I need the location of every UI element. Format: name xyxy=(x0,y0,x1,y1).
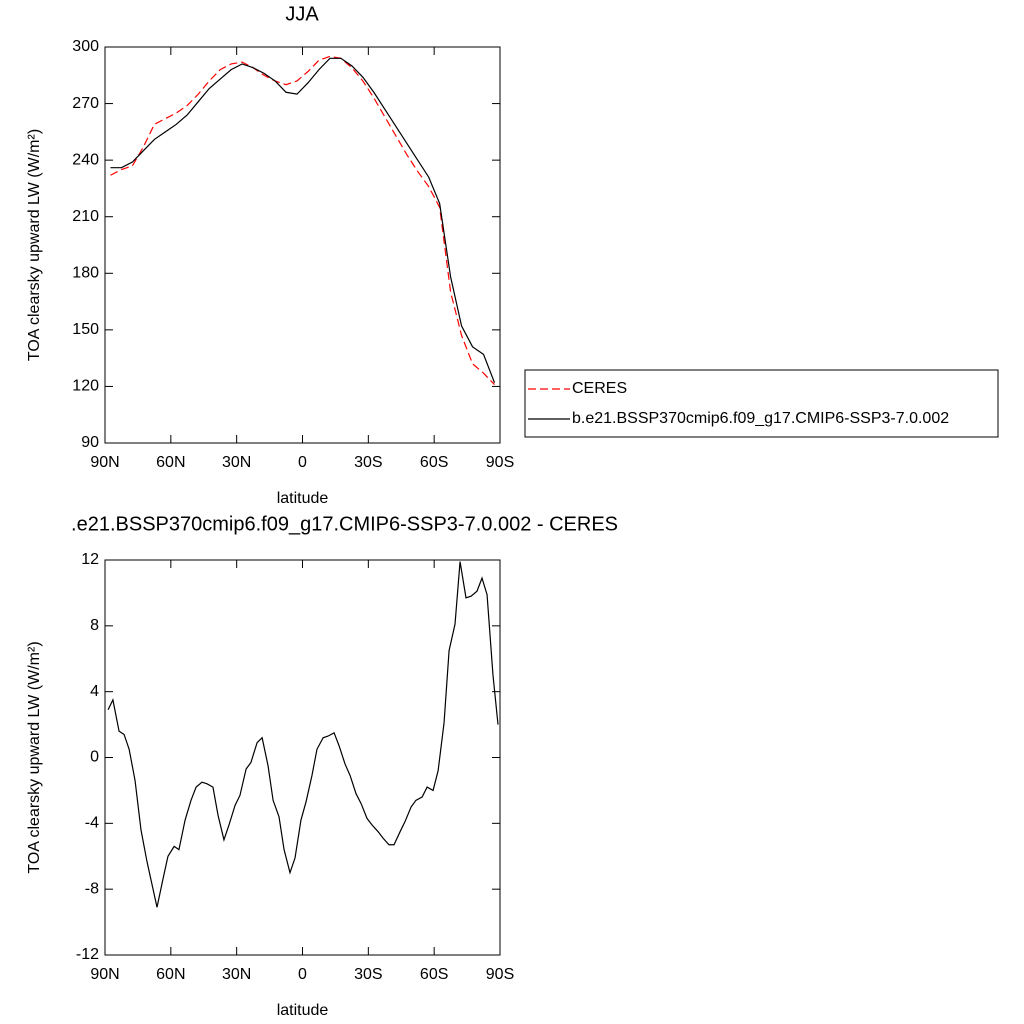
y-tick-label: -4 xyxy=(85,815,99,832)
x-tick-label: 30N xyxy=(222,454,251,471)
y-tick-label: 120 xyxy=(72,378,99,395)
x-tick-label: 90S xyxy=(486,966,514,983)
y-tick-label: -12 xyxy=(76,946,99,963)
y-tick-label: 270 xyxy=(72,95,99,112)
x-tick-label: 0 xyxy=(298,454,307,471)
data-line xyxy=(110,57,496,383)
y-tick-label: 240 xyxy=(72,151,99,168)
plot-frame xyxy=(104,559,501,956)
y-tick-label: 300 xyxy=(72,38,99,55)
data-line xyxy=(110,55,495,385)
plot-frame xyxy=(104,46,501,444)
x-tick-label: 90N xyxy=(90,966,119,983)
x-axis-label: latitude xyxy=(277,490,329,507)
x-tick-label: 90S xyxy=(486,454,514,471)
y-tick-label: -8 xyxy=(85,880,99,897)
x-axis-label: latitude xyxy=(277,1002,329,1019)
chart-title: .e21.BSSP370cmip6.f09_g17.CMIP6-SSP3-7.0… xyxy=(71,513,618,535)
y-tick-label: 12 xyxy=(81,551,99,568)
x-tick-label: 30S xyxy=(354,454,382,471)
legend-label: CERES xyxy=(572,380,627,397)
legend-label: b.e21.BSSP370cmip6.f09_g17.CMIP6-SSP3-7.… xyxy=(572,410,949,427)
x-tick-label: 90N xyxy=(90,454,119,471)
y-axis-label: TOA clearsky upward LW (W/m²) xyxy=(26,129,43,361)
y-tick-label: 180 xyxy=(72,265,99,282)
x-tick-label: 60N xyxy=(156,966,185,983)
y-tick-label: 8 xyxy=(90,617,99,634)
x-tick-label: 30N xyxy=(222,966,251,983)
y-axis-label: TOA clearsky upward LW (W/m²) xyxy=(26,641,43,873)
y-tick-label: 150 xyxy=(72,321,99,338)
x-tick-label: 60S xyxy=(420,454,448,471)
x-tick-label: 0 xyxy=(298,966,307,983)
y-tick-label: 0 xyxy=(90,749,99,766)
x-tick-label: 60S xyxy=(420,966,448,983)
x-tick-label: 30S xyxy=(354,966,382,983)
x-tick-label: 60N xyxy=(156,454,185,471)
y-tick-label: 210 xyxy=(72,208,99,225)
legend-box xyxy=(524,369,999,438)
chart-title: JJA xyxy=(285,3,319,25)
data-line xyxy=(107,561,499,908)
y-tick-label: 4 xyxy=(90,683,99,700)
y-tick-label: 90 xyxy=(81,434,99,451)
